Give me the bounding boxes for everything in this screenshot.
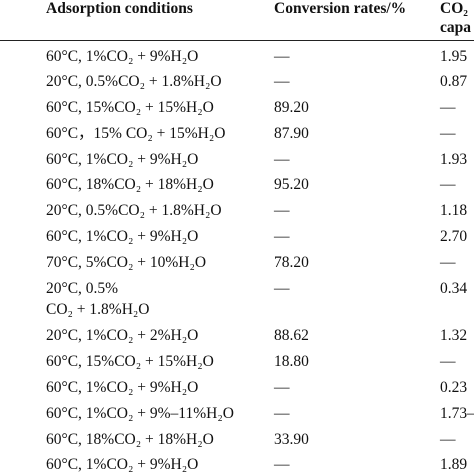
header-co2-line2: capa (440, 19, 471, 36)
adsorption-conditions-cell: 20°C, 0.5%CO₂ + 1.8%H₂O (46, 202, 222, 219)
header-co2-line1: CO₂ (440, 0, 468, 17)
adsorption-conditions-cell: 60°C, 1%CO₂ + 9%H₂O (46, 456, 199, 473)
header-co2-capacity: CO₂ (440, 0, 468, 18)
conversion-rate-cell: 87.90 (274, 125, 309, 142)
co2-capacity-cell: 1.18 (440, 202, 468, 219)
co2-capacity-cell: 1.89 (440, 456, 468, 473)
co2-capacity-cell: — (440, 431, 456, 448)
co2-capacity-cell: 1.73– (440, 405, 474, 422)
co2-capacity-cell: 1.95 (440, 48, 468, 65)
conversion-rate-cell: 78.20 (274, 254, 309, 271)
adsorption-conditions-cell: 60°C，15% CO₂ + 15%H₂O (46, 125, 226, 142)
header-rule (0, 40, 474, 41)
adsorption-conditions-cell: 20°C, 0.5% (46, 280, 119, 297)
adsorption-conditions-cell: 60°C, 1%CO₂ + 9%H₂O (46, 48, 199, 65)
co2-capacity-cell: 1.32 (440, 327, 468, 344)
co2-capacity-cell: 1.93 (440, 151, 468, 168)
header-adsorption-conditions: Adsorption conditions (46, 0, 193, 17)
co2-capacity-cell: — (440, 254, 456, 271)
co2-capacity-cell: 2.70 (440, 228, 468, 245)
adsorption-conditions-cell: 60°C, 1%CO₂ + 9%–11%H₂O (46, 405, 234, 422)
co2-capacity-cell: — (440, 353, 456, 370)
adsorption-conditions-cell: 60°C, 18%CO₂ + 18%H₂O (46, 176, 214, 193)
conversion-rate-cell: 88.62 (274, 327, 309, 344)
adsorption-conditions-cell: 20°C, 1%CO₂ + 2%H₂O (46, 327, 199, 344)
conversion-rate-cell: 33.90 (274, 431, 309, 448)
table-header: Adsorption conditions Conversion rates/%… (0, 0, 474, 42)
adsorption-conditions-cell: 70°C, 5%CO₂ + 10%H₂O (46, 254, 207, 271)
conversion-rate-cell: — (274, 280, 290, 297)
co2-capacity-cell: 0.23 (440, 379, 468, 396)
adsorption-conditions-cell: 60°C, 15%CO₂ + 15%H₂O (46, 99, 214, 116)
conversion-rate-cell: — (274, 48, 290, 65)
adsorption-conditions-cell: 60°C, 1%CO₂ + 9%H₂O (46, 379, 199, 396)
conversion-rate-cell: — (274, 202, 290, 219)
conversion-rate-cell: 18.80 (274, 353, 309, 370)
conversion-rate-cell: — (274, 73, 290, 90)
conversion-rate-cell: — (274, 405, 290, 422)
conversion-rate-cell: — (274, 228, 290, 245)
conversion-rate-cell: — (274, 456, 290, 473)
adsorption-conditions-cell-line2: CO₂ + 1.8%H₂O (46, 301, 150, 318)
header-conversion-rates: Conversion rates/% (274, 0, 407, 17)
co2-capacity-cell: 0.87 (440, 73, 468, 90)
co2-capacity-cell: — (440, 99, 456, 116)
co2-capacity-cell: 0.34 (440, 280, 468, 297)
conversion-rate-cell: — (274, 151, 290, 168)
conversion-rate-cell: 89.20 (274, 99, 309, 116)
adsorption-conditions-cell: 60°C, 15%CO₂ + 15%H₂O (46, 353, 214, 370)
conversion-rate-cell: 95.20 (274, 176, 309, 193)
adsorption-conditions-cell: 20°C, 0.5%CO₂ + 1.8%H₂O (46, 73, 222, 90)
co2-capacity-cell: — (440, 176, 456, 193)
adsorption-conditions-cell: 60°C, 18%CO₂ + 18%H₂O (46, 431, 214, 448)
adsorption-conditions-cell: 60°C, 1%CO₂ + 9%H₂O (46, 228, 199, 245)
co2-capacity-cell: — (440, 125, 456, 142)
adsorption-conditions-cell: 60°C, 1%CO₂ + 9%H₂O (46, 151, 199, 168)
conversion-rate-cell: — (274, 379, 290, 396)
